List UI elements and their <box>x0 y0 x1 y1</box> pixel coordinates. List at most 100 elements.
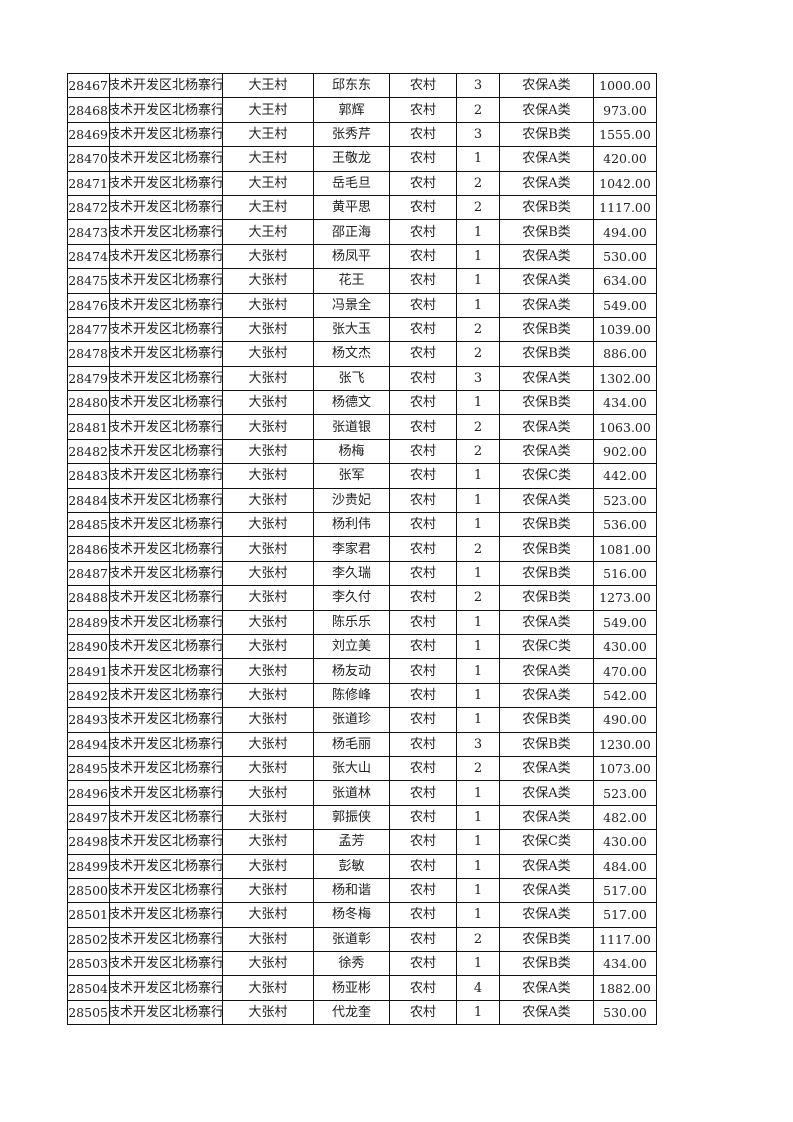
township-cell: 技术开发区北杨寨行 <box>109 390 223 416</box>
record-id-cell: 28472 <box>67 194 110 221</box>
record-id: 28474 <box>68 248 109 264</box>
residence-type-cell: 农村 <box>389 999 457 1026</box>
residence-type: 农村 <box>409 883 436 899</box>
township-cell: 技术开发区北杨寨行 <box>109 536 223 562</box>
table-row: 28485 技术开发区北杨寨行 大张村 杨利伟 农村 1 农保B类 536.00 <box>67 512 657 538</box>
amount: 517.00 <box>603 883 647 899</box>
amount: 886.00 <box>603 346 647 362</box>
table-row: 28489 技术开发区北杨寨行 大张村 陈乐乐 农村 1 农保A类 549.00 <box>67 609 657 635</box>
person-name-cell: 陈乐乐 <box>313 609 390 635</box>
person-name: 杨毛丽 <box>331 736 371 752</box>
township: 技术开发区北杨寨行 <box>109 858 223 874</box>
township: 技术开发区北杨寨行 <box>109 102 223 118</box>
person-name-cell: 张秀芹 <box>313 121 390 148</box>
household-size: 2 <box>473 541 483 557</box>
township-cell: 技术开发区北杨寨行 <box>109 170 223 196</box>
household-size: 2 <box>473 444 483 460</box>
amount: 523.00 <box>603 492 647 508</box>
household-size: 2 <box>473 102 483 118</box>
household-size-cell: 1 <box>456 658 500 684</box>
residence-type: 农村 <box>409 322 436 338</box>
residence-type: 农村 <box>409 663 436 679</box>
insurance-category-cell: 农保A类 <box>499 438 594 465</box>
insurance-category-cell: 农保A类 <box>499 414 594 440</box>
household-size: 1 <box>473 883 483 899</box>
amount-cell: 530.00 <box>593 999 657 1026</box>
amount-cell: 482.00 <box>593 804 657 831</box>
township: 技术开发区北杨寨行 <box>109 883 223 899</box>
table-row: 28484 技术开发区北杨寨行 大张村 沙贵妃 农村 1 农保A类 523.00 <box>67 487 657 514</box>
township-cell: 技术开发区北杨寨行 <box>109 194 223 221</box>
table-row: 28472 技术开发区北杨寨行 大王村 黄平思 农村 2 农保B类 1117.00 <box>67 194 657 221</box>
insurance-category-cell: 农保A类 <box>499 853 594 879</box>
record-id: 28481 <box>68 419 109 435</box>
table-row: 28495 技术开发区北杨寨行 大张村 张大山 农村 2 农保A类 1073.00 <box>67 755 657 782</box>
village: 大张村 <box>248 322 288 338</box>
person-name: 张道银 <box>331 419 371 435</box>
person-name: 沙贵妃 <box>331 492 371 508</box>
household-size: 2 <box>473 419 483 435</box>
record-id: 28471 <box>68 175 109 191</box>
village-cell: 大张村 <box>222 707 314 733</box>
township-cell: 技术开发区北杨寨行 <box>109 975 223 1001</box>
person-name: 杨凤平 <box>331 248 371 264</box>
residence-type: 农村 <box>409 809 436 825</box>
table-row: 28482 技术开发区北杨寨行 大张村 杨梅 农村 2 农保A类 902.00 <box>67 438 657 465</box>
village: 大王村 <box>248 175 288 191</box>
household-size: 2 <box>473 175 483 191</box>
person-name-cell: 张军 <box>313 463 390 489</box>
record-id-cell: 28505 <box>67 999 110 1026</box>
person-name: 刘立美 <box>331 639 371 655</box>
person-name-cell: 杨利伟 <box>313 512 390 538</box>
amount-cell: 1000.00 <box>593 72 657 99</box>
residence-type-cell: 农村 <box>389 97 457 123</box>
insurance-category-cell: 农保B类 <box>499 731 594 757</box>
household-size-cell: 2 <box>456 438 500 465</box>
person-name-cell: 冯景全 <box>313 292 390 318</box>
table-row: 28502 技术开发区北杨寨行 大张村 张道彰 农村 2 农保B类 1117.00 <box>67 926 657 953</box>
household-size: 1 <box>473 687 483 703</box>
residence-type-cell: 农村 <box>389 560 457 587</box>
insurance-category: 农保A类 <box>522 907 571 923</box>
township-cell: 技术开发区北杨寨行 <box>109 731 223 757</box>
township-cell: 技术开发区北杨寨行 <box>109 999 223 1026</box>
person-name-cell: 王敬龙 <box>313 146 390 172</box>
insurance-category: 农保B类 <box>522 736 571 752</box>
amount-cell: 484.00 <box>593 853 657 879</box>
village-cell: 大张村 <box>222 951 314 977</box>
village-cell: 大张村 <box>222 560 314 587</box>
person-name-cell: 杨德文 <box>313 390 390 416</box>
insurance-category: 农保A类 <box>522 175 571 191</box>
township-cell: 技术开发区北杨寨行 <box>109 902 223 928</box>
amount-cell: 434.00 <box>593 951 657 977</box>
insurance-category-cell: 农保B类 <box>499 560 594 587</box>
residence-type: 农村 <box>409 931 436 947</box>
record-id: 28504 <box>68 980 109 996</box>
table-row: 28492 技术开发区北杨寨行 大张村 陈修峰 农村 1 农保A类 542.00 <box>67 682 657 709</box>
insurance-category: 农保B类 <box>522 126 571 142</box>
record-id: 28487 <box>68 566 109 581</box>
residence-type: 农村 <box>409 444 436 460</box>
record-id-cell: 28467 <box>67 72 110 99</box>
village: 大王村 <box>248 102 288 118</box>
township-cell: 技术开发区北杨寨行 <box>109 951 223 977</box>
residence-type-cell: 农村 <box>389 292 457 318</box>
township: 技术开发区北杨寨行 <box>109 322 223 338</box>
person-name-cell: 彭敏 <box>313 853 390 879</box>
person-name: 孟芳 <box>338 834 365 850</box>
village: 大张村 <box>248 1005 288 1021</box>
person-name-cell: 刘立美 <box>313 633 390 660</box>
village-cell: 大张村 <box>222 292 314 318</box>
residence-type: 农村 <box>409 956 436 972</box>
township: 技术开发区北杨寨行 <box>109 541 223 557</box>
household-size-cell: 3 <box>456 121 500 148</box>
person-name: 张大山 <box>331 761 371 777</box>
record-id: 28489 <box>68 614 109 630</box>
insurance-category: 农保B类 <box>522 322 571 338</box>
residence-type-cell: 农村 <box>389 902 457 928</box>
insurance-category: 农保B类 <box>522 956 571 972</box>
village: 大张村 <box>248 419 288 435</box>
township: 技术开发区北杨寨行 <box>109 468 223 484</box>
village-cell: 大张村 <box>222 804 314 831</box>
residence-type-cell: 农村 <box>389 536 457 562</box>
